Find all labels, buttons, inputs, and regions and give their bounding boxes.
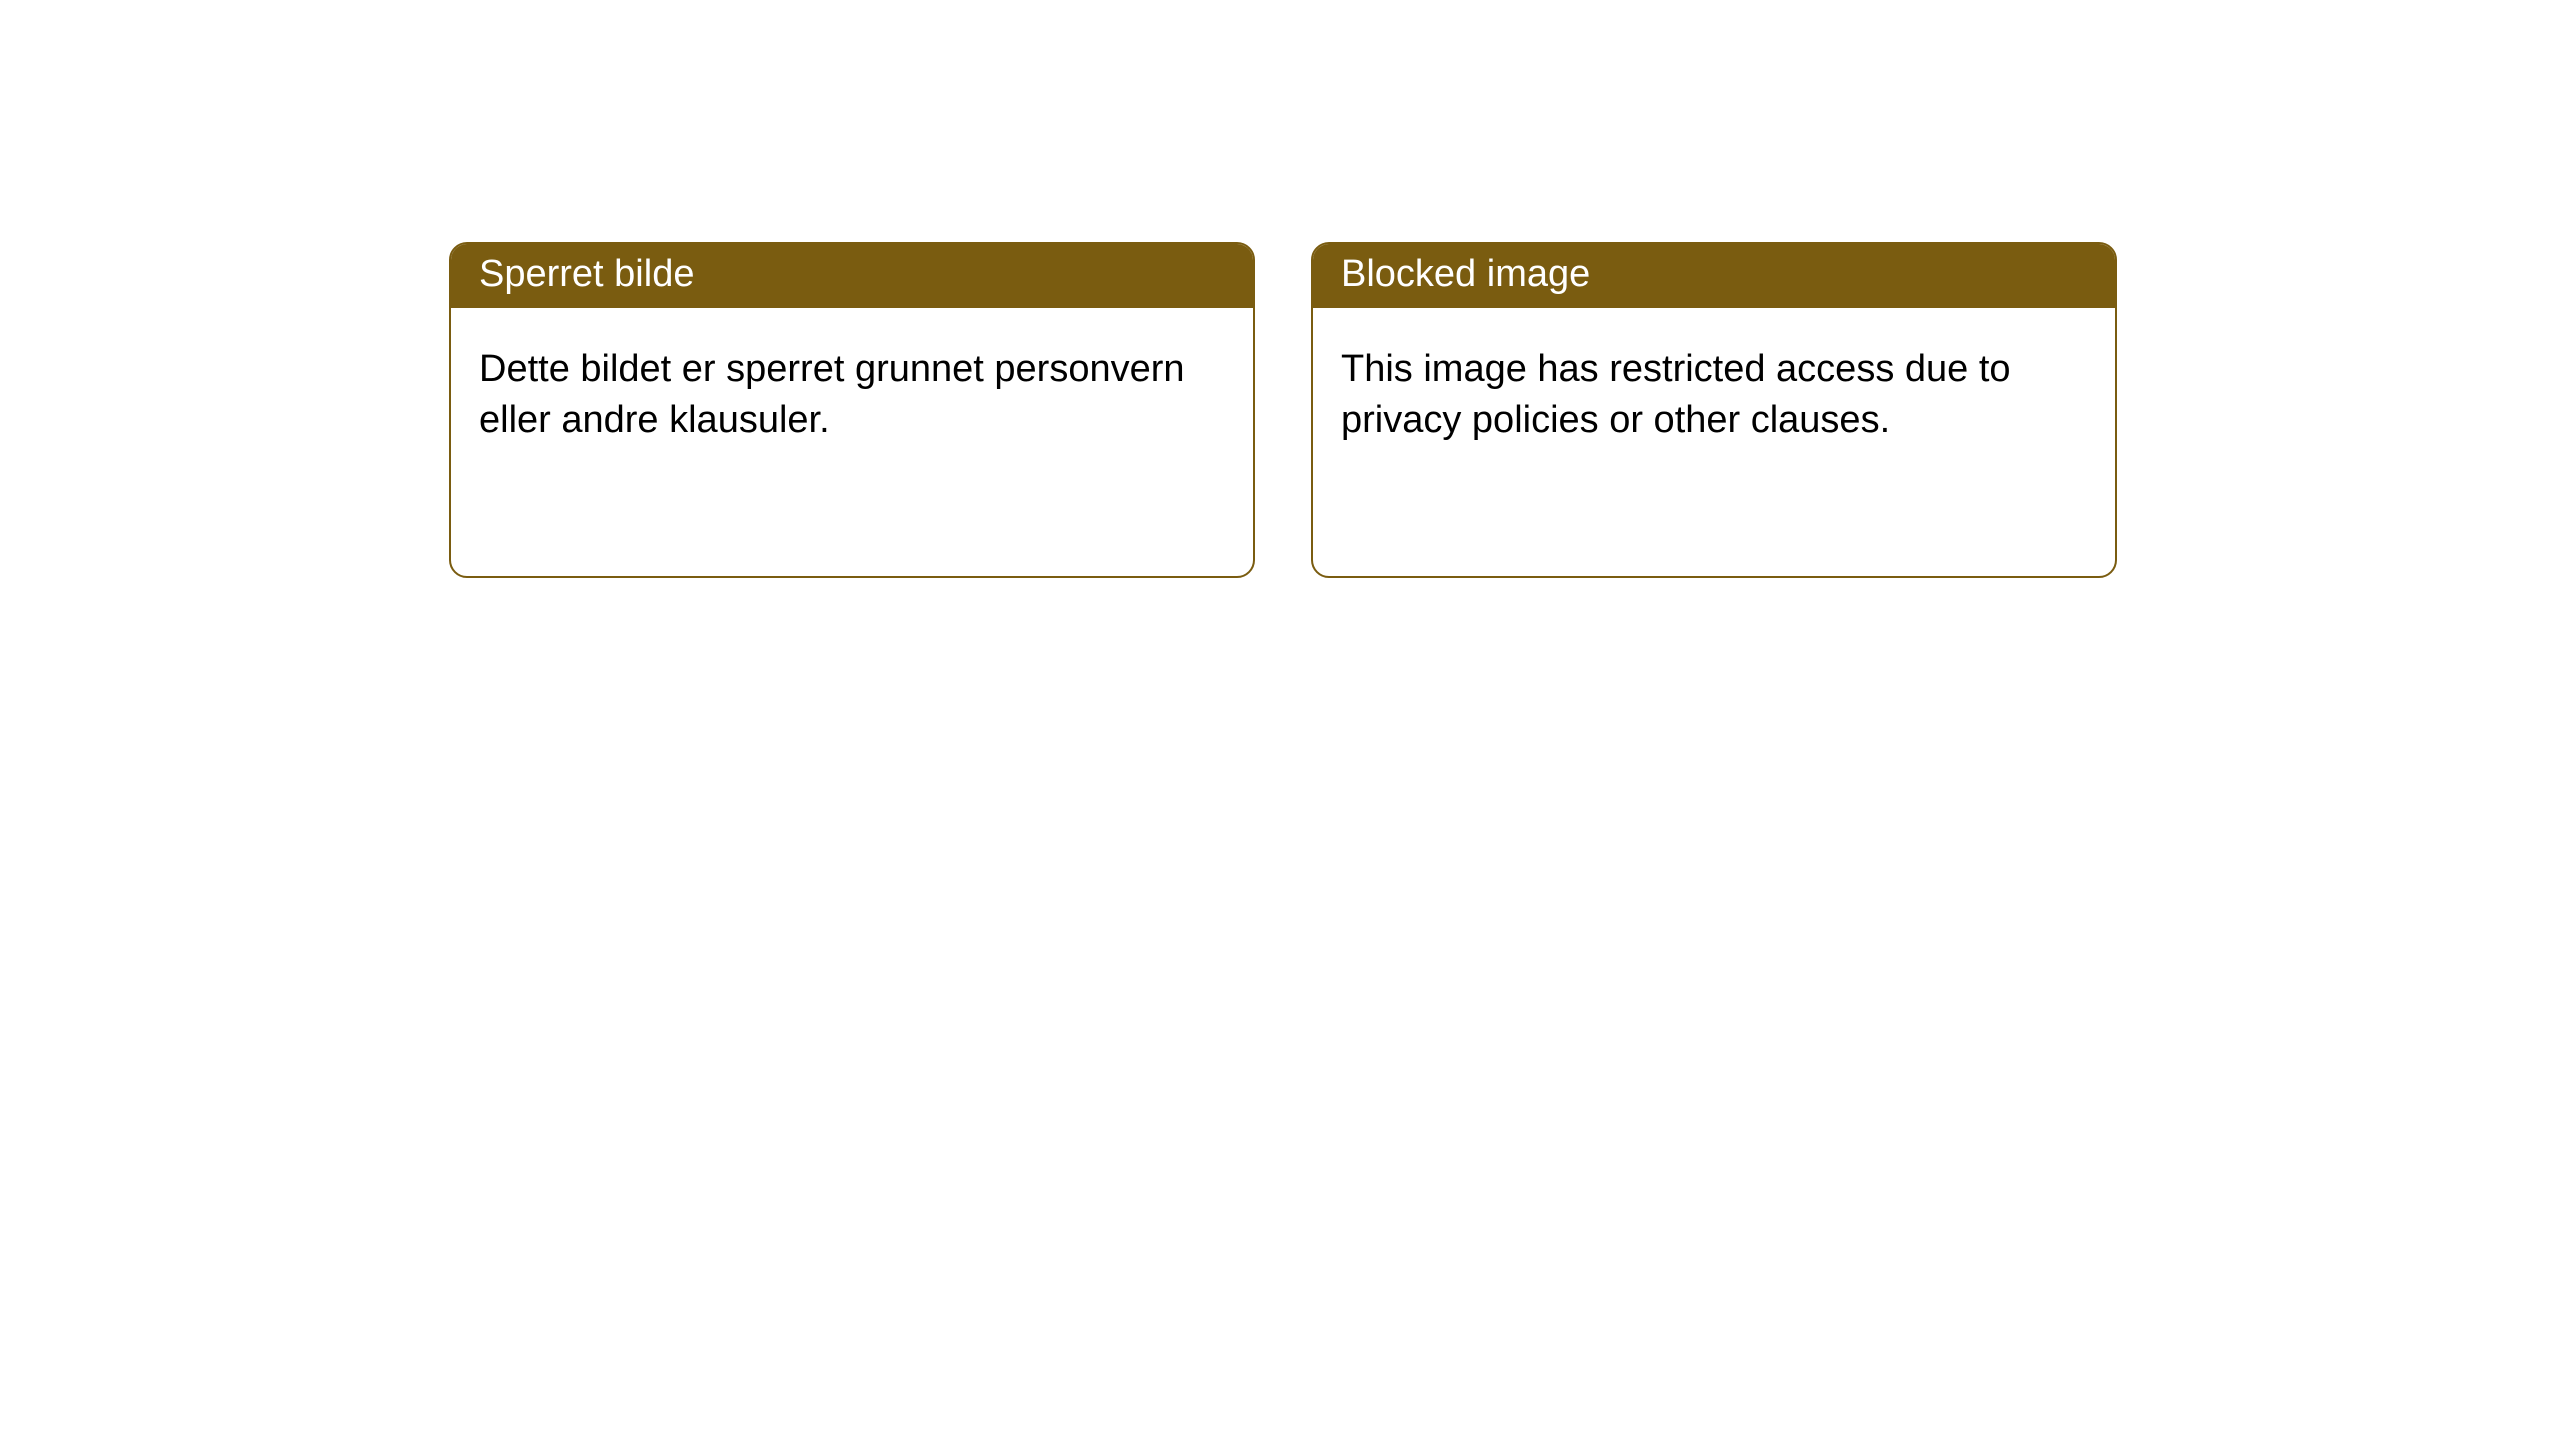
notice-card-norwegian: Sperret bilde Dette bildet er sperret gr…	[449, 242, 1255, 578]
notice-container: Sperret bilde Dette bildet er sperret gr…	[0, 0, 2560, 578]
notice-body: This image has restricted access due to …	[1313, 308, 2115, 467]
notice-header: Blocked image	[1313, 244, 2115, 308]
notice-body: Dette bildet er sperret grunnet personve…	[451, 308, 1253, 467]
notice-header: Sperret bilde	[451, 244, 1253, 308]
notice-card-english: Blocked image This image has restricted …	[1311, 242, 2117, 578]
